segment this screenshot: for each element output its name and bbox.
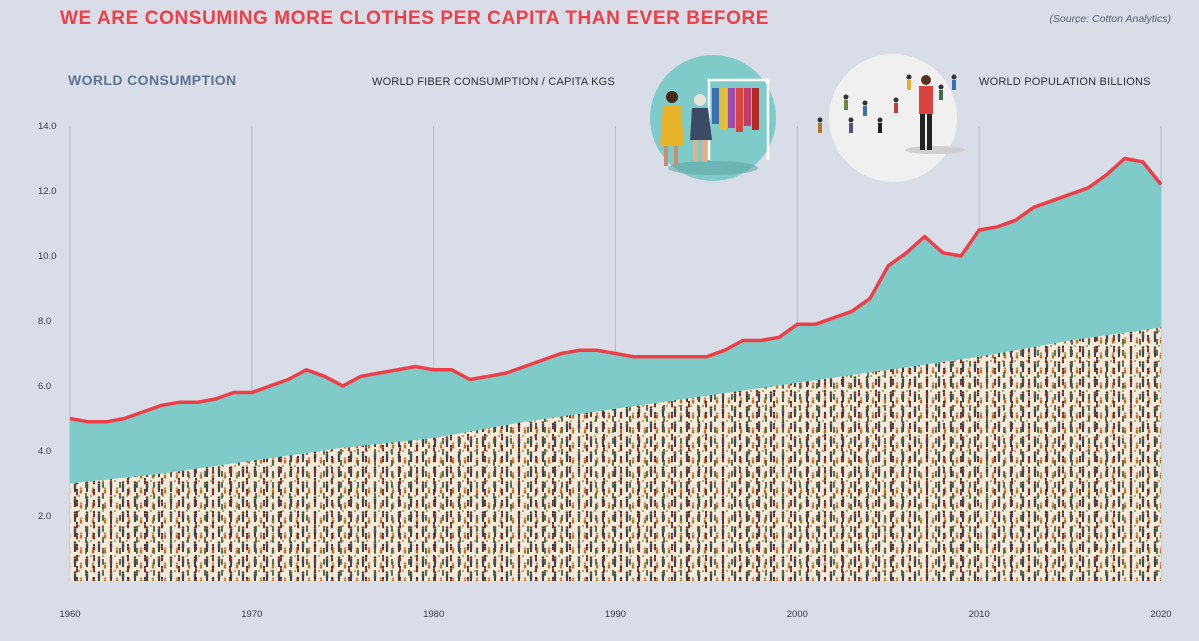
x-tick-label: 1990 — [605, 609, 626, 620]
shopping-clothes-illustration — [650, 55, 776, 181]
page-title: WE ARE CONSUMING MORE CLOTHES PER CAPITA… — [60, 8, 770, 29]
x-tick-label: 2000 — [787, 609, 808, 620]
population-crowd-illustration — [817, 54, 965, 182]
x-tick-label: 2010 — [969, 609, 990, 620]
source-note: (Source: Cotton Analytics) — [1049, 13, 1171, 25]
section-title: WORLD CONSUMPTION — [68, 72, 237, 88]
x-tick-label: 1980 — [423, 609, 444, 620]
y-tick-label: 10.0 — [38, 251, 57, 262]
y-tick-label: 12.0 — [38, 186, 57, 197]
population-crowd-overlay — [70, 327, 1161, 581]
x-tick-label: 1960 — [59, 609, 80, 620]
y-tick-label: 2.0 — [38, 511, 51, 522]
fiber-series-label: WORLD FIBER CONSUMPTION / CAPITA KGS — [372, 76, 615, 88]
y-tick-label: 4.0 — [38, 446, 51, 457]
y-axis-ticks: 2.0 4.0 6.0 8.0 10.0 12.0 14.0 — [38, 121, 57, 522]
y-tick-label: 8.0 — [38, 316, 51, 327]
x-tick-label: 2020 — [1150, 609, 1171, 620]
fiber-consumption-line — [69, 156, 1163, 424]
y-tick-label: 14.0 — [38, 121, 57, 132]
y-tick-label: 6.0 — [38, 381, 51, 392]
x-tick-label: 1970 — [241, 609, 262, 620]
population-series-label: WORLD POPULATION BILLIONS — [979, 76, 1151, 88]
x-axis-ticks: 1960 1970 1980 1990 2000 2010 2020 — [59, 609, 1171, 620]
